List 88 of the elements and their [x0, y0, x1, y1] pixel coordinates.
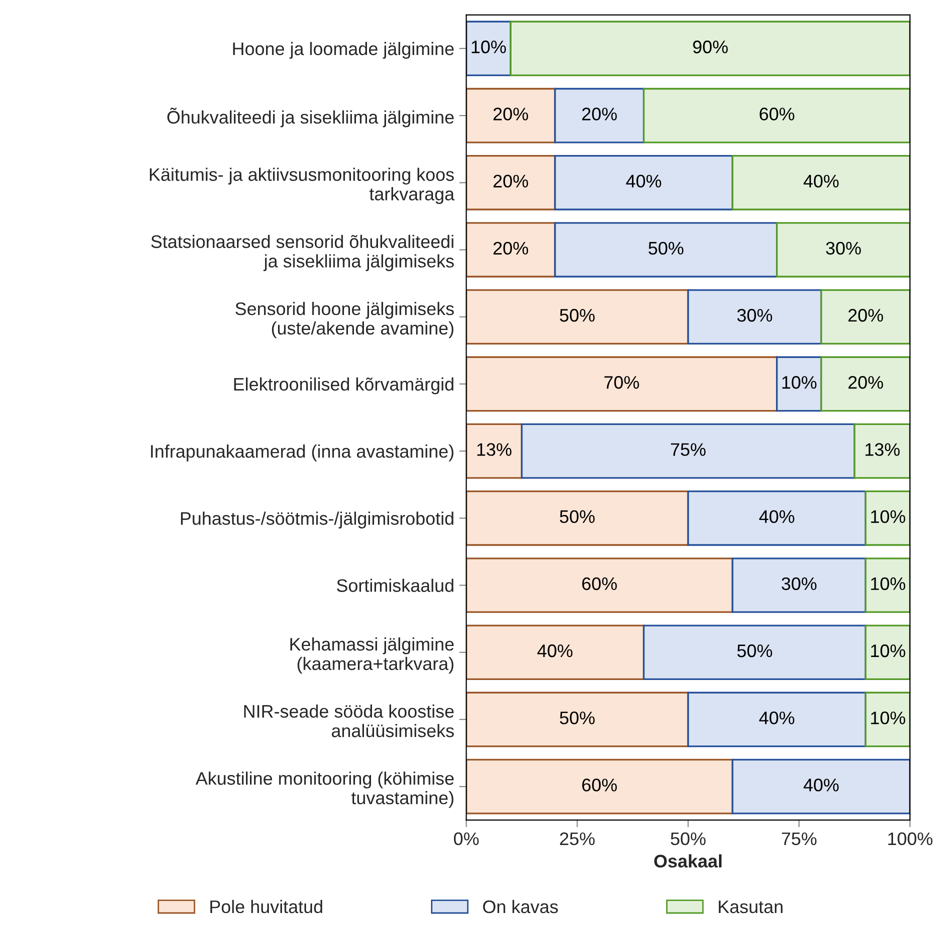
- y-tick-label: Sensorid hoone jälgimiseks (uste/akende avamine): [236, 302, 454, 338]
- data-label: 75%: [670, 443, 706, 456]
- data-label: 50%: [560, 308, 595, 322]
- y-tick-label: Infrapunakaamerad (inna avastamine): [151, 444, 454, 462]
- bar: [466, 289, 689, 345]
- y-tick-label: Käitumis- ja aktiivsusmonitooring koos tarkvaraga: [150, 168, 454, 204]
- data-label: 50%: [560, 510, 595, 524]
- data-label: 20%: [582, 108, 617, 120]
- bar: [732, 155, 910, 210]
- y-tick-label: Elektroonilised kõrvamärgid: [234, 377, 454, 394]
- data-label: 40%: [759, 712, 794, 724]
- data-label: 40%: [537, 644, 572, 658]
- bar: [466, 356, 778, 412]
- bar: [732, 558, 866, 613]
- bar: [466, 155, 556, 210]
- data-label: 50%: [648, 242, 684, 255]
- bar: [466, 222, 556, 278]
- bar: [554, 88, 645, 144]
- bar: [466, 423, 523, 479]
- data-label: 40%: [626, 174, 662, 188]
- data-label: 40%: [804, 778, 839, 792]
- y-tick-label: Akustiline monitooring (köhimise tuvastamine): [196, 772, 454, 808]
- data-label: 20%: [494, 174, 528, 188]
- data-label: 50%: [560, 712, 595, 724]
- data-label: 60%: [760, 108, 794, 120]
- data-label: 50%: [737, 644, 772, 658]
- y-tick-label: Sortimiskaalud: [336, 578, 454, 592]
- bar: [776, 222, 910, 278]
- data-label: 30%: [737, 308, 772, 322]
- data-label: 10%: [472, 40, 506, 54]
- bar: [466, 490, 689, 546]
- x-tick-label: 50%: [670, 832, 706, 846]
- y-tick-label: Statsionaarsed sensorid õhukvaliteedi ja sisekliima jälgimiseks: [151, 234, 454, 272]
- x-tick-label: 100%: [888, 832, 932, 846]
- legend-label: Pole huvitatud: [210, 900, 322, 914]
- data-label: 20%: [494, 108, 528, 120]
- bar: [510, 20, 910, 76]
- y-tick-label: Õhukvaliteedi ja sisekliima jälgimine: [167, 108, 454, 128]
- bar: [854, 423, 910, 479]
- data-label: 20%: [848, 308, 884, 322]
- bar: [820, 356, 910, 412]
- bar: [687, 490, 866, 546]
- data-label: 13%: [477, 443, 512, 456]
- y-tick-label: Kehamassi jälgimine (kaamera+tarkvara): [290, 637, 454, 674]
- legend-label: On kavas: [483, 900, 558, 914]
- bar: [864, 558, 910, 613]
- bar: [466, 624, 645, 680]
- data-label: 10%: [871, 577, 906, 590]
- data-label: 30%: [826, 242, 861, 255]
- data-label: 13%: [866, 443, 900, 456]
- data-label: 40%: [759, 510, 794, 524]
- x-tick-label: 0%: [454, 832, 479, 846]
- data-label: 30%: [782, 577, 816, 590]
- bar: [642, 624, 866, 680]
- bar: [466, 558, 734, 613]
- data-label: 60%: [582, 577, 617, 590]
- y-tick-label: Hoone ja loomade jälgimine: [233, 42, 454, 59]
- bar: [466, 88, 556, 144]
- data-label: 70%: [604, 376, 640, 389]
- x-tick-label: 25%: [560, 832, 595, 846]
- x-tick-label: 75%: [782, 832, 816, 846]
- bar: [554, 222, 778, 278]
- data-label: 20%: [848, 376, 884, 389]
- data-label: 10%: [871, 510, 906, 524]
- bar: [732, 758, 910, 814]
- bar: [466, 692, 689, 748]
- data-label: 10%: [871, 644, 906, 658]
- x-axis-title: Osakaal: [654, 854, 722, 868]
- data-label: 20%: [494, 242, 528, 255]
- bar: [642, 88, 910, 144]
- data-label: 90%: [693, 40, 728, 54]
- bar: [864, 490, 910, 546]
- data-label: 10%: [871, 712, 906, 724]
- y-tick-label: Puhastus-/söötmis-/jälgimisrobotid: [181, 512, 454, 528]
- legend-label: Kasutan: [718, 900, 782, 914]
- data-label: 10%: [782, 376, 816, 389]
- bar: [820, 289, 910, 345]
- bar: [687, 289, 822, 345]
- data-label: 40%: [804, 174, 839, 188]
- bar: [864, 624, 910, 680]
- bar: [554, 155, 734, 210]
- bar: [864, 692, 910, 748]
- bar: [466, 758, 734, 814]
- bar: [687, 692, 866, 748]
- bar: [776, 356, 822, 412]
- y-tick-label: NIR-seade sööda koostise analüüsimiseks: [244, 704, 454, 738]
- data-label: 60%: [582, 778, 617, 792]
- bar: [520, 423, 856, 479]
